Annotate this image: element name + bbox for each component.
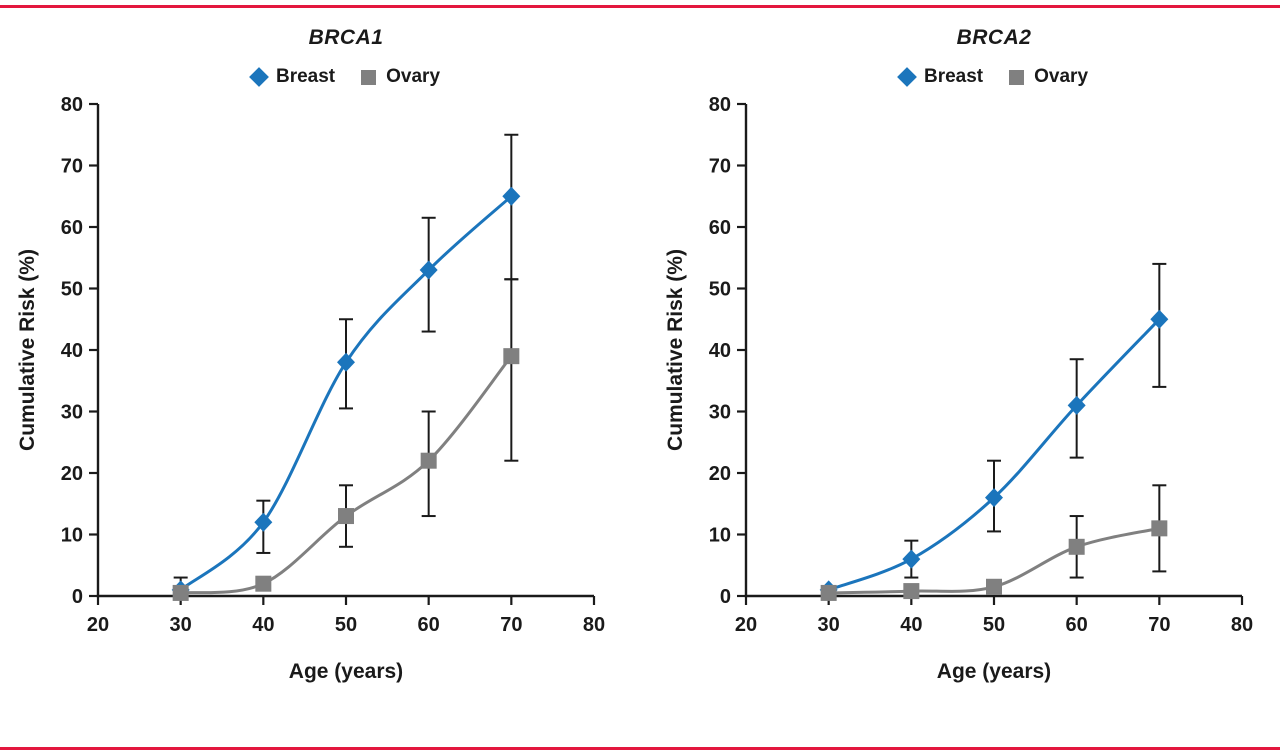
svg-text:60: 60 <box>1066 614 1088 636</box>
svg-text:Cumulative Risk (%): Cumulative Risk (%) <box>16 249 39 451</box>
legend-item-breast: Breast <box>249 66 336 88</box>
bottom-rule <box>0 747 1280 750</box>
brca1-legend: Breast Ovary <box>10 64 622 90</box>
svg-text:60: 60 <box>61 217 83 239</box>
legend-label-ovary: Ovary <box>386 66 441 87</box>
legend-item-ovary: Ovary <box>361 66 440 88</box>
legend-label-breast: Breast <box>923 66 984 87</box>
svg-text:80: 80 <box>1231 614 1253 636</box>
legend-label-ovary: Ovary <box>1034 66 1089 87</box>
ovary-square-icon <box>1009 69 1025 85</box>
brca2-panel: BRCA2 Breast Ovary 20 30 40 50 60 70 80 0 10 20 30… <box>658 26 1270 692</box>
svg-text:30: 30 <box>709 402 731 424</box>
svg-text:40: 40 <box>900 614 922 636</box>
brca1-chart: 20 30 40 50 60 70 80 0 10 20 30 40 50 60 70 80 Age (year… <box>16 94 605 683</box>
svg-text:30: 30 <box>170 614 192 636</box>
svg-text:Age (years): Age (years) <box>289 660 403 683</box>
svg-text:50: 50 <box>983 614 1005 636</box>
svg-text:40: 40 <box>252 614 274 636</box>
svg-text:70: 70 <box>61 156 83 178</box>
svg-text:50: 50 <box>709 279 731 301</box>
brca2-legend: Breast Ovary <box>658 64 1270 90</box>
svg-text:80: 80 <box>583 614 605 636</box>
svg-text:10: 10 <box>709 525 731 547</box>
svg-text:40: 40 <box>709 340 731 362</box>
legend-label-breast: Breast <box>275 66 336 87</box>
svg-text:70: 70 <box>500 614 522 636</box>
brca1-title: BRCA1 <box>308 26 384 49</box>
svg-text:Age (years): Age (years) <box>937 660 1051 683</box>
svg-text:30: 30 <box>61 402 83 424</box>
svg-text:40: 40 <box>61 340 83 362</box>
legend-item-breast: Breast <box>897 66 984 88</box>
svg-text:20: 20 <box>61 463 83 485</box>
brca1-panel: BRCA1 Breast Ovary 20 30 40 50 60 70 80 0 10 20 30… <box>10 26 622 692</box>
legend-item-ovary: Ovary <box>1009 66 1088 88</box>
brca2-chart: 20 30 40 50 60 70 80 0 10 20 30 40 50 60 70 80 Age (year… <box>664 94 1253 683</box>
svg-text:50: 50 <box>335 614 357 636</box>
svg-text:Cumulative Risk (%): Cumulative Risk (%) <box>664 249 687 451</box>
svg-text:70: 70 <box>1148 614 1170 636</box>
top-rule <box>0 5 1280 8</box>
svg-text:70: 70 <box>709 156 731 178</box>
svg-text:50: 50 <box>61 279 83 301</box>
figure-page: BRCA1 Breast Ovary 20 30 40 50 60 70 80 0 10 20 30… <box>0 5 1280 750</box>
svg-text:20: 20 <box>709 463 731 485</box>
svg-text:0: 0 <box>720 586 731 608</box>
svg-text:60: 60 <box>709 217 731 239</box>
svg-text:0: 0 <box>72 586 83 608</box>
svg-text:10: 10 <box>61 525 83 547</box>
svg-text:30: 30 <box>818 614 840 636</box>
svg-text:20: 20 <box>735 614 757 636</box>
svg-text:80: 80 <box>61 94 83 116</box>
breast-diamond-icon <box>897 67 917 87</box>
breast-diamond-icon <box>249 67 269 87</box>
svg-text:20: 20 <box>87 614 109 636</box>
charts-row: BRCA1 Breast Ovary 20 30 40 50 60 70 80 0 10 20 30… <box>10 26 1270 692</box>
svg-text:60: 60 <box>418 614 440 636</box>
svg-text:80: 80 <box>709 94 731 116</box>
brca2-title: BRCA2 <box>956 26 1032 49</box>
ovary-square-icon <box>361 69 377 85</box>
